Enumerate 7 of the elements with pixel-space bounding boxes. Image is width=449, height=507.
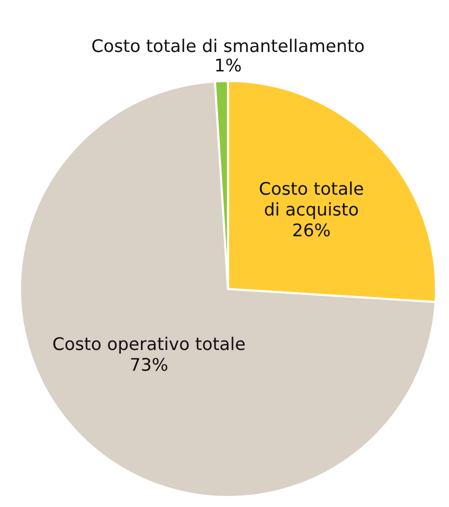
data-label: 26% [293, 223, 330, 236]
slice-label: Costo operativo totale [53, 336, 245, 354]
data-label: 1% [216, 58, 241, 72]
data-label: 73% [131, 358, 168, 371]
pie-slice [19, 80, 437, 498]
slice-label: Costo totale di smantellamento [92, 38, 364, 52]
slice-label: Costo totale di acquisto [260, 182, 364, 220]
